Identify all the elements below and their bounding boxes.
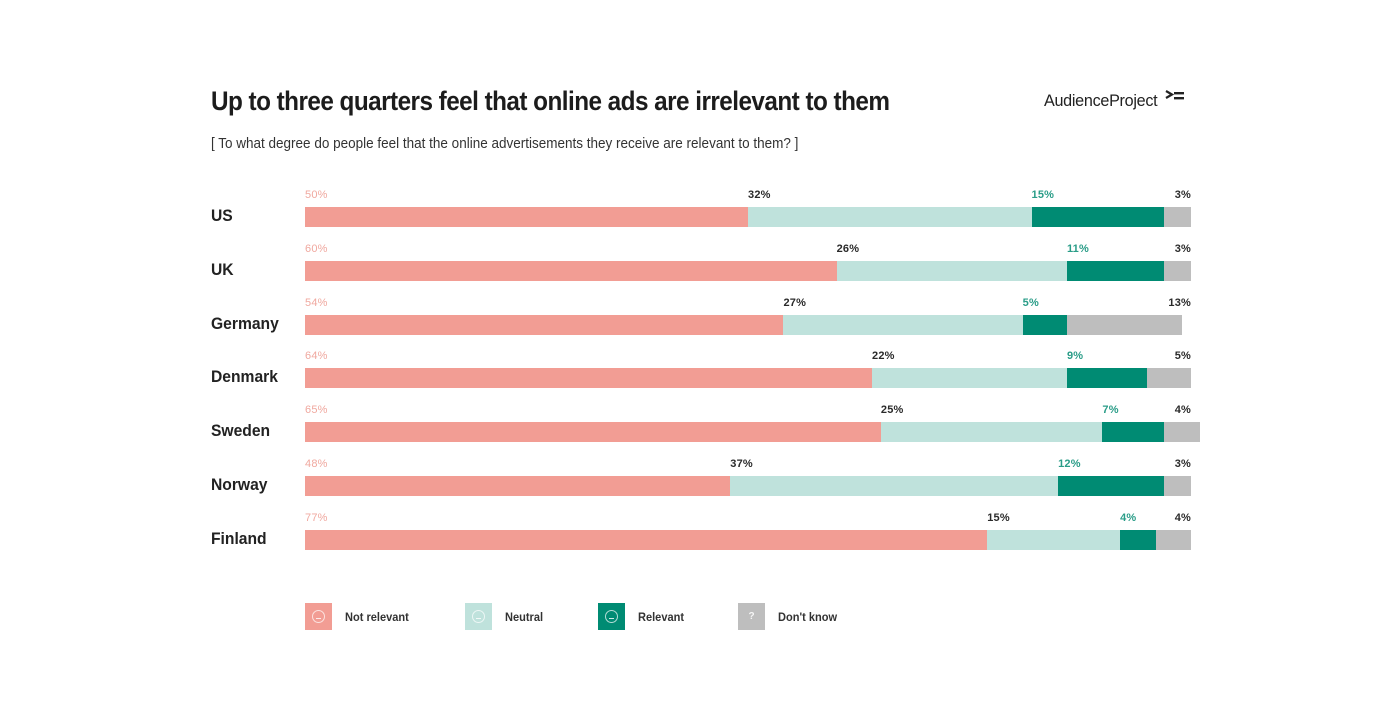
- value-label-dont_know: 4%: [1174, 404, 1191, 416]
- value-label-relevant: 12%: [1058, 458, 1081, 470]
- brand-name: AudienceProject: [1044, 91, 1158, 110]
- happy-face-icon: [605, 610, 618, 623]
- bar-segment-dont_know: [1164, 476, 1191, 496]
- legend-item-neutral: Neutral: [465, 603, 546, 630]
- brand-logo: AudienceProject: [1044, 90, 1185, 111]
- bar-segment-neutral: [880, 422, 1103, 442]
- bar-segment-dont_know: [1155, 530, 1191, 550]
- value-label-neutral: 26%: [836, 243, 860, 255]
- bar-segment-neutral: [748, 207, 1032, 227]
- chart-subtitle: [ To what degree do people feel that the…: [211, 135, 799, 152]
- category-label: Germany: [211, 314, 279, 333]
- audienceproject-logo-icon: [1165, 90, 1185, 100]
- value-label-dont_know: 3%: [1174, 458, 1191, 470]
- legend-swatch-neutral: [465, 603, 492, 630]
- value-label-relevant: 9%: [1066, 350, 1084, 362]
- value-label-dont_know: 3%: [1174, 189, 1191, 201]
- value-label-dont_know: 3%: [1174, 243, 1191, 255]
- bar-segment-dont_know: [1066, 315, 1183, 335]
- value-label-dont_know: 5%: [1174, 350, 1191, 362]
- bar-segment-neutral: [783, 315, 1023, 335]
- category-label: US: [211, 206, 233, 225]
- bar-segment-not_relevant: [305, 422, 881, 442]
- bar-segment-dont_know: [1146, 368, 1191, 388]
- value-label-neutral: 32%: [748, 189, 771, 201]
- bar-segment-neutral: [872, 368, 1067, 388]
- bar-segment-not_relevant: [305, 530, 988, 550]
- bar-segment-relevant: [1022, 315, 1067, 335]
- bar-segment-dont_know: [1164, 422, 1200, 442]
- value-label-neutral: 25%: [880, 404, 904, 416]
- chart-title: Up to three quarters feel that online ad…: [211, 86, 890, 116]
- bar-segment-not_relevant: [305, 368, 873, 388]
- legend-swatch-relevant: [598, 603, 625, 630]
- legend-label: Don't know: [778, 609, 838, 624]
- value-label-not_relevant: 64%: [305, 350, 328, 362]
- legend-item-relevant: Relevant: [598, 603, 688, 630]
- value-label-relevant: 11%: [1066, 243, 1089, 255]
- bar-segment-neutral: [730, 476, 1059, 496]
- value-label-neutral: 15%: [987, 512, 1010, 524]
- category-label: Sweden: [211, 421, 271, 440]
- bar-segment-not_relevant: [305, 476, 731, 496]
- value-label-dont_know: 4%: [1174, 512, 1191, 524]
- value-label-neutral: 22%: [872, 350, 895, 362]
- legend-label: Neutral: [505, 609, 544, 624]
- value-label-not_relevant: 50%: [305, 189, 328, 201]
- sad-face-icon: [312, 610, 325, 623]
- category-label: Norway: [211, 475, 268, 494]
- value-label-not_relevant: 77%: [305, 512, 328, 524]
- value-label-relevant: 5%: [1022, 297, 1039, 309]
- value-label-relevant: 7%: [1102, 404, 1119, 416]
- neutral-face-icon: [472, 610, 485, 623]
- legend-item-dont_know: ? Don't know: [738, 603, 842, 630]
- legend-swatch-dont_know: ?: [738, 603, 765, 630]
- value-label-not_relevant: 48%: [305, 458, 328, 470]
- bar-segment-not_relevant: [305, 207, 748, 227]
- value-label-relevant: 4%: [1120, 512, 1137, 524]
- value-label-not_relevant: 65%: [305, 404, 328, 416]
- category-label: Finland: [211, 529, 267, 548]
- value-label-dont_know: 13%: [1168, 297, 1191, 309]
- value-label-neutral: 27%: [783, 297, 807, 309]
- bar-segment-relevant: [1058, 476, 1165, 496]
- bar-segment-relevant: [1066, 368, 1147, 388]
- value-label-not_relevant: 54%: [305, 297, 328, 309]
- legend-label: Relevant: [638, 609, 685, 624]
- bar-segment-not_relevant: [305, 315, 784, 335]
- bar-segment-neutral: [836, 261, 1067, 281]
- bar-segment-dont_know: [1164, 261, 1191, 281]
- bar-segment-not_relevant: [305, 261, 837, 281]
- value-label-not_relevant: 60%: [305, 243, 328, 255]
- bar-segment-relevant: [1120, 530, 1156, 550]
- bar-segment-neutral: [987, 530, 1121, 550]
- bar-segment-dont_know: [1164, 207, 1191, 227]
- question-mark-icon: ?: [748, 611, 755, 622]
- legend-swatch-not_relevant: [305, 603, 332, 630]
- value-label-relevant: 15%: [1031, 189, 1055, 201]
- bar-segment-relevant: [1031, 207, 1165, 227]
- category-label: Denmark: [211, 367, 278, 386]
- legend-item-not_relevant: Not relevant: [305, 603, 414, 630]
- bar-segment-relevant: [1066, 261, 1165, 281]
- category-label: UK: [211, 260, 234, 279]
- value-label-neutral: 37%: [730, 458, 753, 470]
- legend-label: Not relevant: [345, 609, 409, 624]
- bar-segment-relevant: [1102, 422, 1165, 442]
